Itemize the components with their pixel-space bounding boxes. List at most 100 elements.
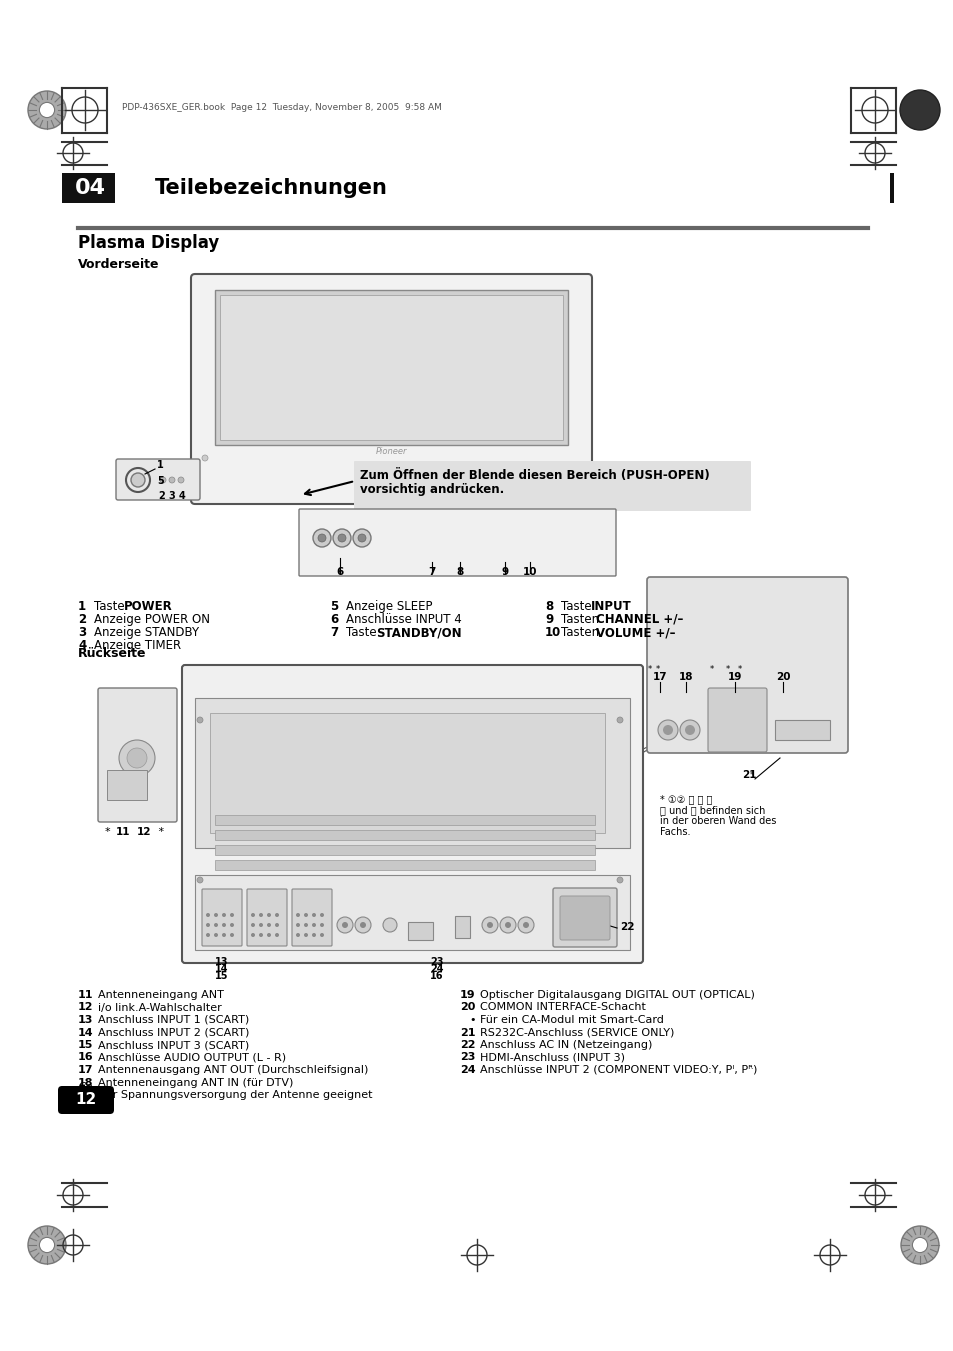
FancyBboxPatch shape xyxy=(191,274,592,504)
Text: 24: 24 xyxy=(459,1065,476,1075)
Circle shape xyxy=(274,913,278,917)
Text: 13: 13 xyxy=(78,1015,93,1025)
Text: 3: 3 xyxy=(78,626,86,639)
Circle shape xyxy=(274,923,278,927)
Circle shape xyxy=(658,720,678,740)
Circle shape xyxy=(312,923,315,927)
Text: Antennenausgang ANT OUT (Durchschleifsignal): Antennenausgang ANT OUT (Durchschleifsig… xyxy=(98,1065,368,1075)
Circle shape xyxy=(267,913,271,917)
FancyBboxPatch shape xyxy=(182,665,642,963)
Text: 13: 13 xyxy=(214,957,229,967)
FancyBboxPatch shape xyxy=(559,896,609,940)
FancyBboxPatch shape xyxy=(354,461,750,511)
Circle shape xyxy=(684,725,695,735)
Text: * ①② ⑶ ⑷ ⑸: * ①② ⑶ ⑷ ⑸ xyxy=(659,794,712,804)
Text: 19: 19 xyxy=(459,990,476,1000)
Text: 10: 10 xyxy=(544,626,560,639)
Text: *: * xyxy=(709,665,714,674)
Bar xyxy=(220,295,562,440)
Text: 04: 04 xyxy=(74,178,106,199)
Text: 12: 12 xyxy=(75,1093,96,1108)
Circle shape xyxy=(899,91,939,130)
Circle shape xyxy=(213,923,218,927)
Text: PDP-436SXE_GER.book  Page 12  Tuesday, November 8, 2005  9:58 AM: PDP-436SXE_GER.book Page 12 Tuesday, Nov… xyxy=(122,103,441,112)
Circle shape xyxy=(353,530,371,547)
Text: *: * xyxy=(749,771,754,780)
Text: vorsichtig andrücken.: vorsichtig andrücken. xyxy=(359,484,504,497)
Circle shape xyxy=(267,934,271,938)
Bar xyxy=(194,698,629,848)
Text: Vorderseite: Vorderseite xyxy=(78,258,159,272)
Text: 8: 8 xyxy=(456,567,463,577)
Circle shape xyxy=(230,923,233,927)
Text: Tasten: Tasten xyxy=(560,626,602,639)
Text: 20: 20 xyxy=(459,1002,475,1012)
Text: *: * xyxy=(105,827,114,838)
Circle shape xyxy=(319,923,324,927)
Bar xyxy=(214,861,595,870)
Text: 17: 17 xyxy=(652,671,666,682)
FancyBboxPatch shape xyxy=(116,459,200,500)
Text: 9: 9 xyxy=(501,567,508,577)
Text: Anschlüsse AUDIO OUTPUT (L - R): Anschlüsse AUDIO OUTPUT (L - R) xyxy=(98,1052,286,1062)
Circle shape xyxy=(251,923,254,927)
Circle shape xyxy=(213,934,218,938)
Bar xyxy=(455,916,470,938)
Text: 21: 21 xyxy=(459,1028,475,1038)
Bar xyxy=(214,815,595,825)
Circle shape xyxy=(662,725,672,735)
Circle shape xyxy=(341,921,348,928)
Circle shape xyxy=(267,923,271,927)
Circle shape xyxy=(911,1238,926,1252)
Circle shape xyxy=(319,913,324,917)
Text: Anzeige TIMER: Anzeige TIMER xyxy=(94,639,181,653)
FancyBboxPatch shape xyxy=(202,889,242,946)
Circle shape xyxy=(313,530,331,547)
Text: INPUT: INPUT xyxy=(590,600,631,613)
Circle shape xyxy=(304,913,308,917)
Circle shape xyxy=(359,921,366,928)
Text: *: * xyxy=(725,665,729,674)
Text: Anschluss INPUT 2 (SCART): Anschluss INPUT 2 (SCART) xyxy=(98,1028,249,1038)
Text: Anschlüsse INPUT 2 (COMPONENT VIDEO:Y, Pᴵ, Pᴿ): Anschlüsse INPUT 2 (COMPONENT VIDEO:Y, P… xyxy=(479,1065,757,1075)
Circle shape xyxy=(312,934,315,938)
Text: 8: 8 xyxy=(544,600,553,613)
Circle shape xyxy=(230,934,233,938)
Bar xyxy=(210,713,604,834)
Text: 11: 11 xyxy=(78,990,93,1000)
Text: 10: 10 xyxy=(522,567,537,577)
Circle shape xyxy=(679,720,700,740)
Text: VOLUME +/–: VOLUME +/– xyxy=(596,626,675,639)
Text: 21: 21 xyxy=(741,770,756,780)
Text: 3: 3 xyxy=(169,490,175,501)
Text: 22: 22 xyxy=(619,921,634,932)
FancyBboxPatch shape xyxy=(98,688,177,821)
Circle shape xyxy=(357,534,366,542)
Circle shape xyxy=(28,1225,66,1265)
Circle shape xyxy=(39,1238,54,1252)
Text: 7: 7 xyxy=(330,626,337,639)
Circle shape xyxy=(251,913,254,917)
Text: 19: 19 xyxy=(727,671,741,682)
Text: in der oberen Wand des: in der oberen Wand des xyxy=(659,816,776,825)
Text: 14: 14 xyxy=(78,1028,93,1038)
Circle shape xyxy=(617,717,622,723)
Circle shape xyxy=(504,921,511,928)
Text: Anzeige SLEEP: Anzeige SLEEP xyxy=(346,600,432,613)
Text: 22: 22 xyxy=(459,1040,475,1050)
Text: 24: 24 xyxy=(430,965,443,974)
Circle shape xyxy=(131,473,145,486)
Text: 2: 2 xyxy=(158,490,165,501)
Circle shape xyxy=(222,913,226,917)
Text: Tasten: Tasten xyxy=(560,613,602,626)
Text: 4: 4 xyxy=(178,490,185,501)
Text: 6: 6 xyxy=(336,567,343,577)
Text: COMMON INTERFACE-Schacht: COMMON INTERFACE-Schacht xyxy=(479,1002,645,1012)
FancyBboxPatch shape xyxy=(646,577,847,753)
Text: Anschlüsse INPUT 4: Anschlüsse INPUT 4 xyxy=(346,613,461,626)
Circle shape xyxy=(517,917,534,934)
Circle shape xyxy=(206,913,210,917)
Text: 18: 18 xyxy=(78,1078,93,1088)
Text: 11: 11 xyxy=(116,827,131,838)
Circle shape xyxy=(295,934,299,938)
